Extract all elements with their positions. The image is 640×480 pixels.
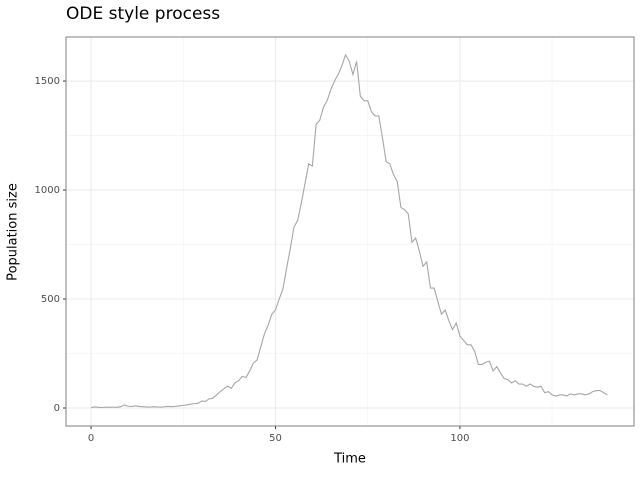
x-tick-label: 0 bbox=[88, 433, 94, 444]
y-tick-label: 1000 bbox=[35, 185, 60, 196]
y-axis-label: Population size bbox=[6, 183, 21, 281]
y-tick-label: 1500 bbox=[35, 76, 60, 87]
y-tick-label: 500 bbox=[41, 294, 60, 305]
x-tick-label: 100 bbox=[450, 433, 469, 444]
x-tick-label: 50 bbox=[269, 433, 282, 444]
chart-title: ODE style process bbox=[66, 4, 220, 24]
x-axis-label: Time bbox=[333, 452, 366, 467]
data-line bbox=[90, 53, 608, 409]
y-tick-label: 0 bbox=[54, 403, 60, 414]
panel-border bbox=[65, 36, 635, 427]
